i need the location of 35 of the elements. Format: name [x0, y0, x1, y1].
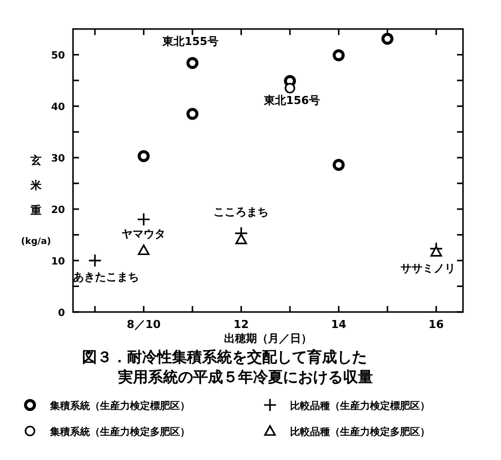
legend-label: 集積系統（生産力検定多肥区）: [49, 426, 190, 438]
point: [138, 150, 150, 162]
ylabel: 玄米重 (kg/a): [21, 154, 51, 247]
y-tick-label: 20: [51, 205, 66, 216]
x-tick-label: 16: [428, 318, 444, 331]
point: [186, 56, 198, 69]
x-tick-label: 8／10: [126, 318, 162, 331]
point: [88, 254, 102, 268]
legend-label: 比較品種（生産力検定多肥区）: [290, 426, 430, 438]
y-tick-label: 30: [51, 154, 66, 165]
x-axis-title: 出穂期（月／日）: [224, 332, 312, 345]
annotation: 東北156号: [262, 94, 320, 108]
x-tick-label: 14: [331, 318, 347, 331]
text: 図３．耐冷性集積系統を交配して育成した実用系統の平成５年冷夏における収量: [82, 348, 373, 386]
x-tick-label: 12: [234, 318, 249, 331]
point: [332, 158, 345, 171]
y-tick-label: 10: [51, 256, 66, 268]
point: [284, 74, 296, 87]
point: [430, 246, 442, 257]
annotation: 東北155号: [161, 34, 218, 48]
point: [138, 244, 150, 256]
annotation: あきたこまち: [72, 270, 139, 284]
annotation: ヤマウタ: [122, 227, 166, 240]
point: [381, 32, 394, 45]
annotation: ササミノリ: [400, 262, 456, 275]
legend-label: 比較品種（生産力検定標肥区）: [290, 400, 430, 412]
point: [332, 49, 345, 62]
y-tick-label: 50: [51, 50, 66, 62]
y-tick-label: 0: [58, 308, 66, 319]
point: [186, 108, 198, 120]
point: [136, 212, 150, 226]
legend-label: 集積系統（生産力検定標肥区）: [49, 400, 190, 412]
annotation: こころまち: [214, 205, 269, 218]
point: [235, 234, 247, 244]
y-tick-label: 40: [51, 102, 66, 114]
